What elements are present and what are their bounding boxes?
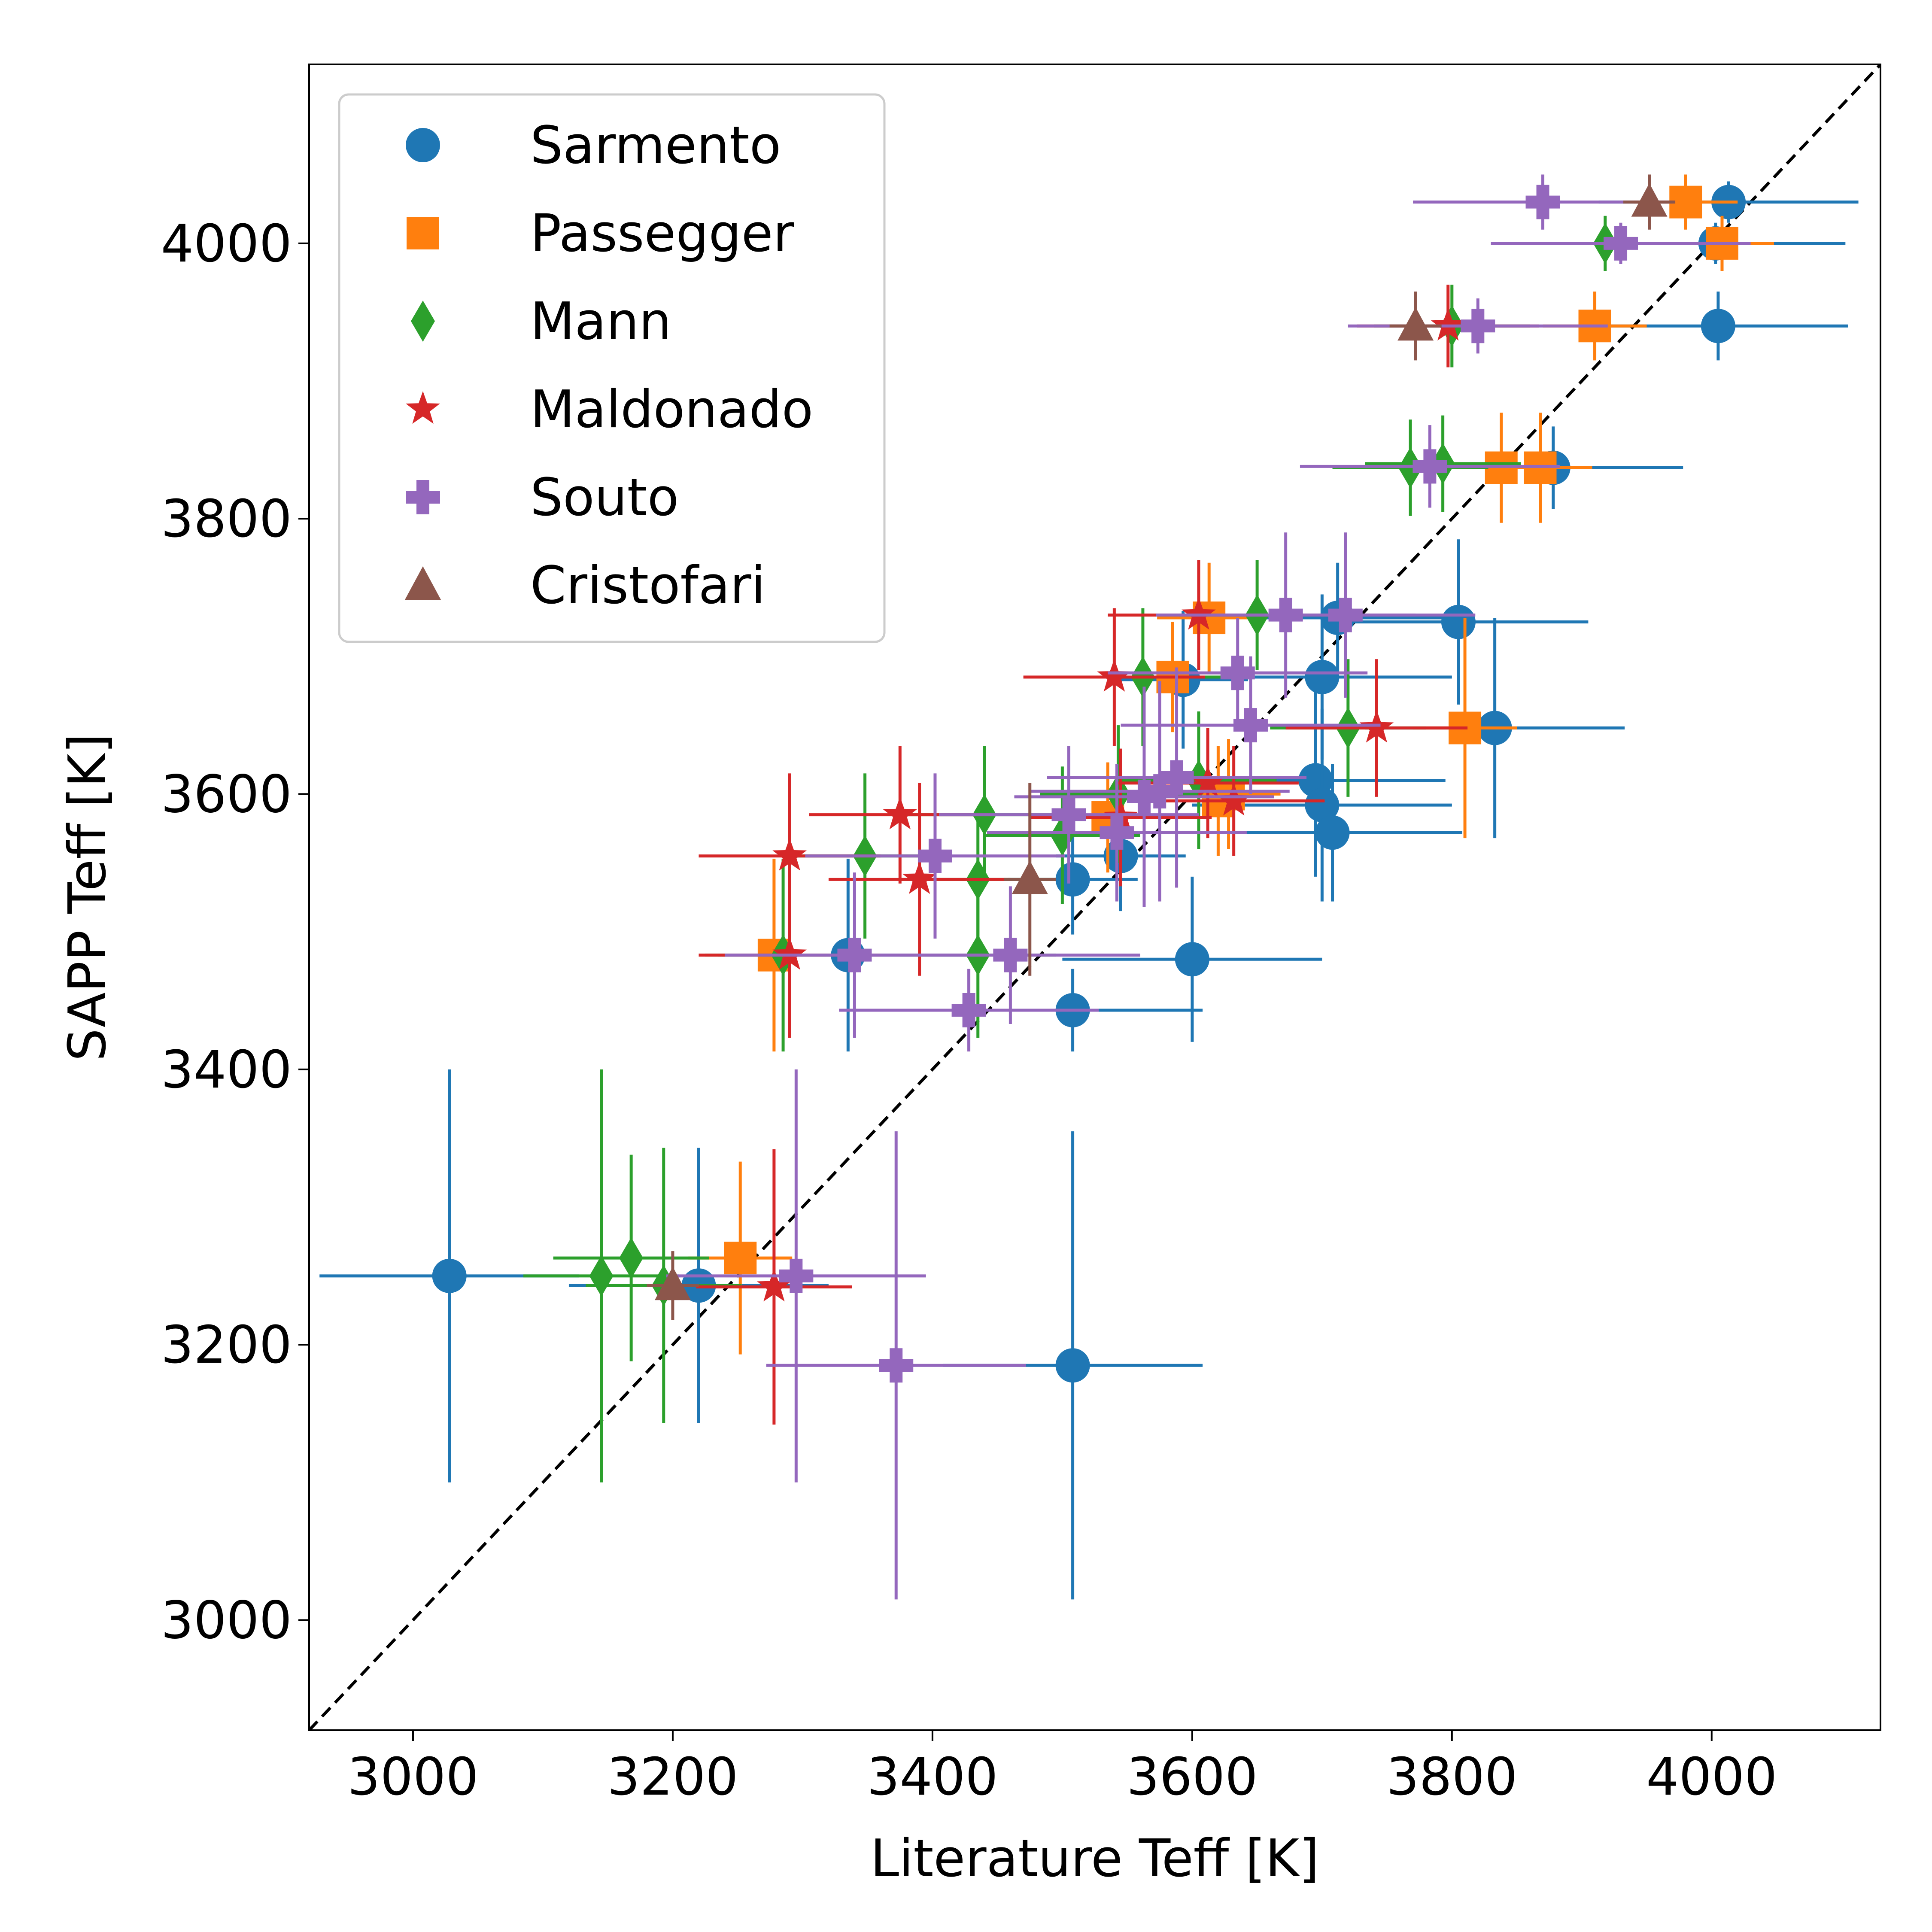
souto-point: [1100, 815, 1134, 850]
maldonado-point: [1216, 783, 1251, 816]
y-tick-label: 3400: [161, 1040, 292, 1100]
legend-marker-sarmento: [406, 128, 440, 162]
sarmento-point: [1315, 815, 1350, 850]
maldonado-point: [772, 838, 807, 871]
legend-entry-cristofari: Cristofari: [405, 556, 766, 616]
maldonado-point: [1431, 308, 1465, 341]
souto-point: [879, 1348, 914, 1383]
series-sarmento: [319, 181, 1859, 1600]
x-tick-label: 3800: [1386, 1747, 1517, 1807]
souto-point: [951, 993, 986, 1027]
legend-entry-souto: Souto: [406, 468, 679, 528]
y-tick-label: 3800: [161, 489, 292, 549]
y-axis-ticks: 3000 3200 3400 3600 3800 4000: [161, 214, 309, 1650]
souto-point: [779, 1258, 814, 1293]
legend-box: [338, 93, 886, 643]
y-tick-label: 4000: [161, 214, 292, 274]
souto-point: [1220, 656, 1255, 690]
souto-point: [1604, 226, 1638, 261]
souto-point: [1051, 797, 1086, 832]
legend-label-passegger: Passegger: [530, 204, 795, 264]
legend: Sarmento Passegger Mann Maldonado Souto Crist…: [338, 93, 886, 643]
maldonado-point: [883, 796, 917, 829]
maldonado-point: [1182, 597, 1216, 630]
maldonado-point: [1191, 765, 1225, 798]
souto-point: [837, 938, 872, 972]
maldonado-point: [1097, 659, 1132, 692]
cristofari-point: [1397, 307, 1434, 341]
sarmento-point: [1055, 1348, 1090, 1383]
x-tick-label: 3000: [347, 1747, 478, 1807]
legend-entry-sarmento: Sarmento: [406, 116, 781, 176]
souto-point: [1142, 774, 1177, 809]
legend-entry-maldonado: Maldonado: [406, 380, 813, 440]
x-axis-label: Literature Teff [K]: [870, 1829, 1319, 1889]
souto-point: [1328, 598, 1363, 632]
legend-marker-mann: [411, 301, 435, 342]
series-cristofari: [647, 174, 1676, 1320]
souto-point: [1461, 309, 1495, 343]
legend-marker-souto: [406, 480, 440, 514]
souto-point: [1413, 449, 1447, 484]
sarmento-point: [1441, 605, 1476, 639]
y-tick-label: 3200: [161, 1315, 292, 1375]
series-souto: [666, 174, 1751, 1600]
sarmento-point: [1175, 942, 1209, 977]
mann-point: [619, 1237, 644, 1279]
series-layer: [319, 174, 1859, 1600]
y-axis-label: SAPP Teff [K]: [58, 733, 118, 1061]
x-axis-ticks: 3000 3200 3400 3600 3800 4000: [347, 1730, 1777, 1807]
sarmento-point: [1305, 659, 1340, 694]
maldonado-point: [756, 1269, 791, 1302]
cristofari-point: [654, 1267, 691, 1300]
legend-marker-cristofari: [405, 566, 441, 600]
souto-point: [993, 938, 1028, 972]
legend-label-souto: Souto: [530, 468, 679, 528]
x-tick-label: 3600: [1127, 1747, 1258, 1807]
souto-point: [1525, 185, 1560, 219]
sarmento-point: [432, 1258, 467, 1293]
legend-marker-passegger: [407, 217, 439, 249]
identity-reference-line: [309, 64, 1880, 1730]
souto-point: [1159, 760, 1194, 795]
sarmento-point: [1305, 788, 1340, 823]
legend-label-mann: Mann: [530, 292, 671, 352]
sarmento-point: [1701, 309, 1735, 343]
legend-entry-mann: Mann: [411, 292, 671, 352]
passegger-point: [724, 1242, 757, 1275]
legend-label-sarmento: Sarmento: [530, 116, 781, 176]
souto-point: [917, 838, 952, 873]
cristofari-point: [1631, 183, 1668, 217]
cristofari-point: [1012, 860, 1048, 894]
y-tick-label: 3600: [161, 765, 292, 825]
souto-point: [1233, 708, 1268, 743]
sarmento-point: [1055, 862, 1090, 897]
legend-marker-maldonado: [406, 391, 440, 424]
x-tick-label: 4000: [1646, 1747, 1777, 1807]
maldonado-point: [902, 861, 937, 894]
x-tick-label: 3200: [607, 1747, 738, 1807]
legend-label-cristofari: Cristofari: [530, 556, 766, 616]
legend-entry-passegger: Passegger: [407, 204, 795, 264]
legend-label-maldonado: Maldonado: [530, 380, 813, 440]
plot-frame: [308, 64, 1881, 1731]
maldonado-point: [772, 937, 807, 970]
y-tick-label: 3000: [161, 1591, 292, 1650]
x-tick-label: 3400: [867, 1747, 998, 1807]
